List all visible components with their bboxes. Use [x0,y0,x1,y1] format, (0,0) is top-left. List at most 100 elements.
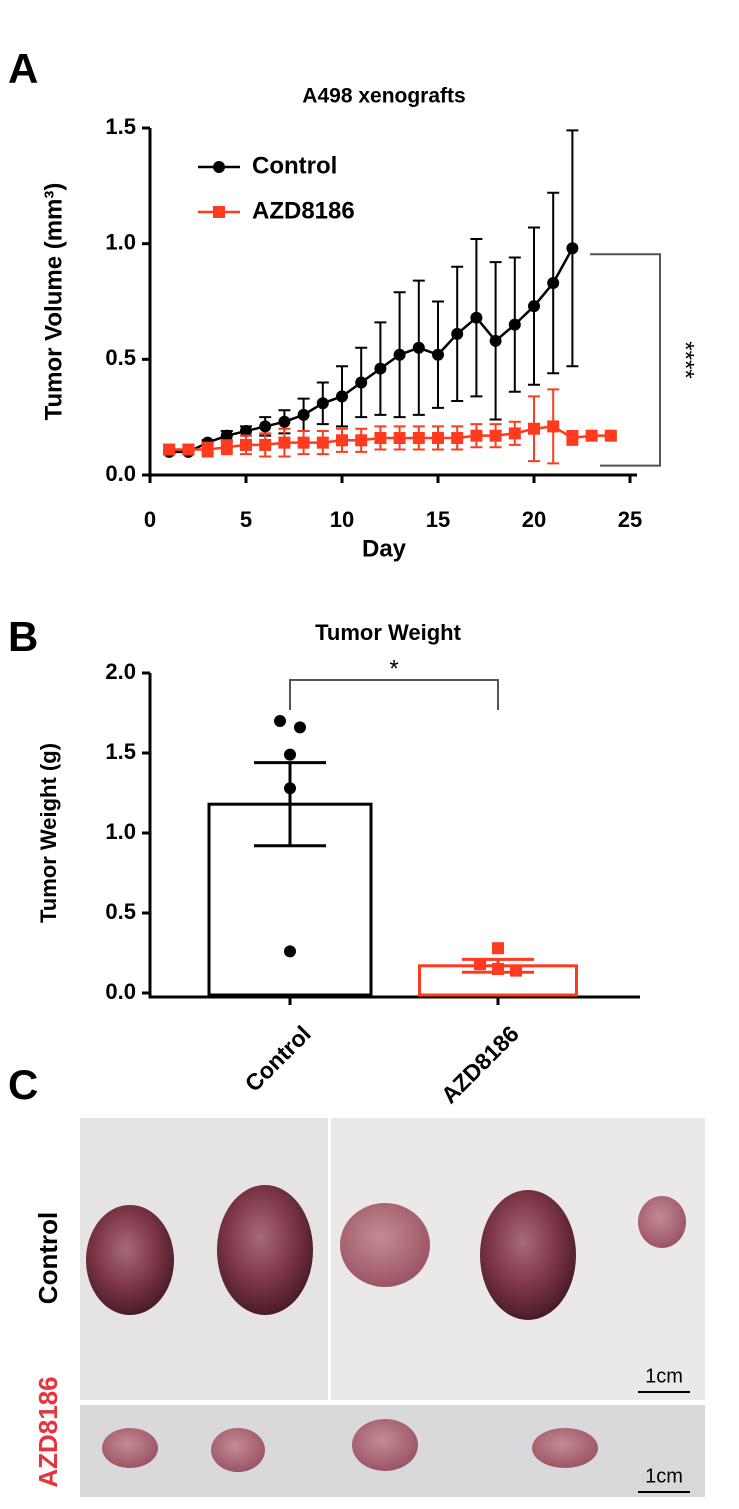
x-axis-label: Day [362,535,407,562]
row-label: AZD8186 [33,1376,63,1487]
scale-label: 1cm [645,1465,683,1487]
y-tick-label: 0.5 [105,345,136,370]
point [297,436,310,449]
y-tick-label: 1.5 [105,739,136,764]
chart-title: Tumor Weight [315,620,462,645]
point [163,443,176,456]
point [508,318,521,331]
x-tick-label: 5 [240,507,252,532]
legend-marker [213,161,225,173]
point [182,443,195,456]
point [470,429,483,442]
tumor [217,1185,313,1315]
series-line [169,425,611,451]
data-point [284,945,296,958]
legend-marker [213,206,225,218]
x-tick-label: Control [240,1020,316,1096]
point [528,300,540,313]
legend-label: AZD8186 [252,197,355,224]
point [412,431,425,444]
point [547,420,560,433]
point [355,376,368,389]
significance-bracket [289,679,499,710]
y-tick-label: 1.0 [105,819,136,844]
point [201,443,214,456]
point [585,429,598,442]
y-tick-label: 1.5 [105,114,136,139]
bar [418,964,578,997]
significance-bracket [590,253,661,467]
tumor [86,1205,174,1315]
point [451,327,464,340]
point [393,431,406,444]
panel-label: B [8,613,38,660]
y-axis-label: Tumor Weight (g) [36,743,61,923]
point [393,348,406,361]
data-point [294,721,306,734]
point [278,436,291,449]
panel-label: A [8,45,38,92]
tumor [352,1419,418,1471]
x-tick-label: 10 [330,507,354,532]
tumor [480,1190,576,1320]
tumor [211,1428,265,1472]
point [528,422,540,435]
point [297,408,310,421]
row-label: Control [33,1212,63,1304]
data-point [492,942,504,955]
chart-title: A498 xenografts [302,85,465,108]
point [316,436,329,449]
point [470,311,483,324]
y-tick-label: 2.0 [105,659,136,684]
tumor [638,1196,686,1248]
x-tick-label: 0 [144,507,156,532]
point [240,438,252,451]
y-tick-label: 0.0 [105,461,136,486]
y-tick-label: 1.0 [105,229,136,254]
point [278,415,291,428]
point [432,431,444,444]
point [240,425,252,438]
point [451,431,464,444]
point [508,427,521,440]
point [336,390,348,403]
photo-panel: 1cm 1cm Control AZD8186 [33,1118,705,1497]
point [566,242,579,255]
point [259,438,272,451]
tumor [340,1203,430,1287]
point [412,341,425,354]
significance-label: * [389,655,398,682]
point [220,429,233,442]
point [489,429,502,442]
data-point [284,782,296,795]
panel-label: C [8,1061,38,1108]
significance-label: **** [672,341,699,378]
point [355,434,368,447]
point [220,441,233,454]
point [432,348,444,361]
y-tick-label: 0.0 [105,979,136,1004]
y-tick-label: 0.5 [105,899,136,924]
tumor [102,1428,158,1468]
point [336,434,348,447]
data-point [474,958,486,971]
data-point [492,963,504,975]
data-point [284,748,296,761]
point [566,431,579,444]
point [259,420,272,433]
data-point [510,964,522,977]
x-tick-label: 25 [618,507,642,532]
legend-label: Control [252,152,337,179]
series-line [169,247,574,454]
point [604,429,617,442]
x-tick-label: 15 [426,507,450,532]
point [374,362,387,375]
y-axis-label: Tumor Volume (mm³) [40,183,67,421]
point [489,334,502,347]
x-tick-label: 20 [522,507,546,532]
error-bar [254,761,326,848]
point [547,276,560,289]
point [374,431,387,444]
point [316,397,329,410]
